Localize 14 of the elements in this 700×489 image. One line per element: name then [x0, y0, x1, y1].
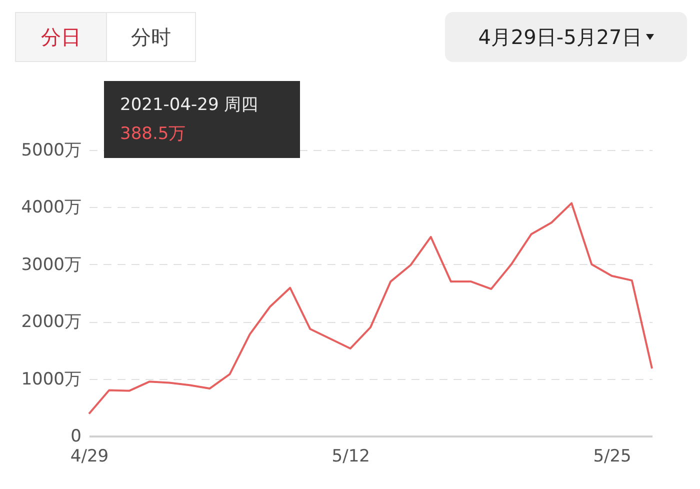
line-series — [88, 202, 653, 415]
y-tick-label: 3000万 — [21, 254, 82, 275]
y-tick-label: 4000万 — [21, 198, 82, 218]
x-tick-label: 5/12 — [332, 446, 370, 466]
text: 4月29日-5月27日 — [478, 24, 642, 50]
y-tick-label: 1000万 — [21, 369, 82, 390]
x-tick-label: 5/25 — [593, 446, 632, 466]
text: 分时 — [131, 24, 171, 50]
tooltip: 2021-04-29 周四 388.5万 — [104, 81, 300, 158]
text: 分日 — [41, 24, 81, 50]
y-tick-label: 5000万 — [21, 140, 82, 160]
x-tick-label: 4/29 — [70, 446, 109, 466]
y-tick-label: 2000万 — [21, 312, 82, 332]
y-tick-label: 0 — [70, 426, 82, 446]
